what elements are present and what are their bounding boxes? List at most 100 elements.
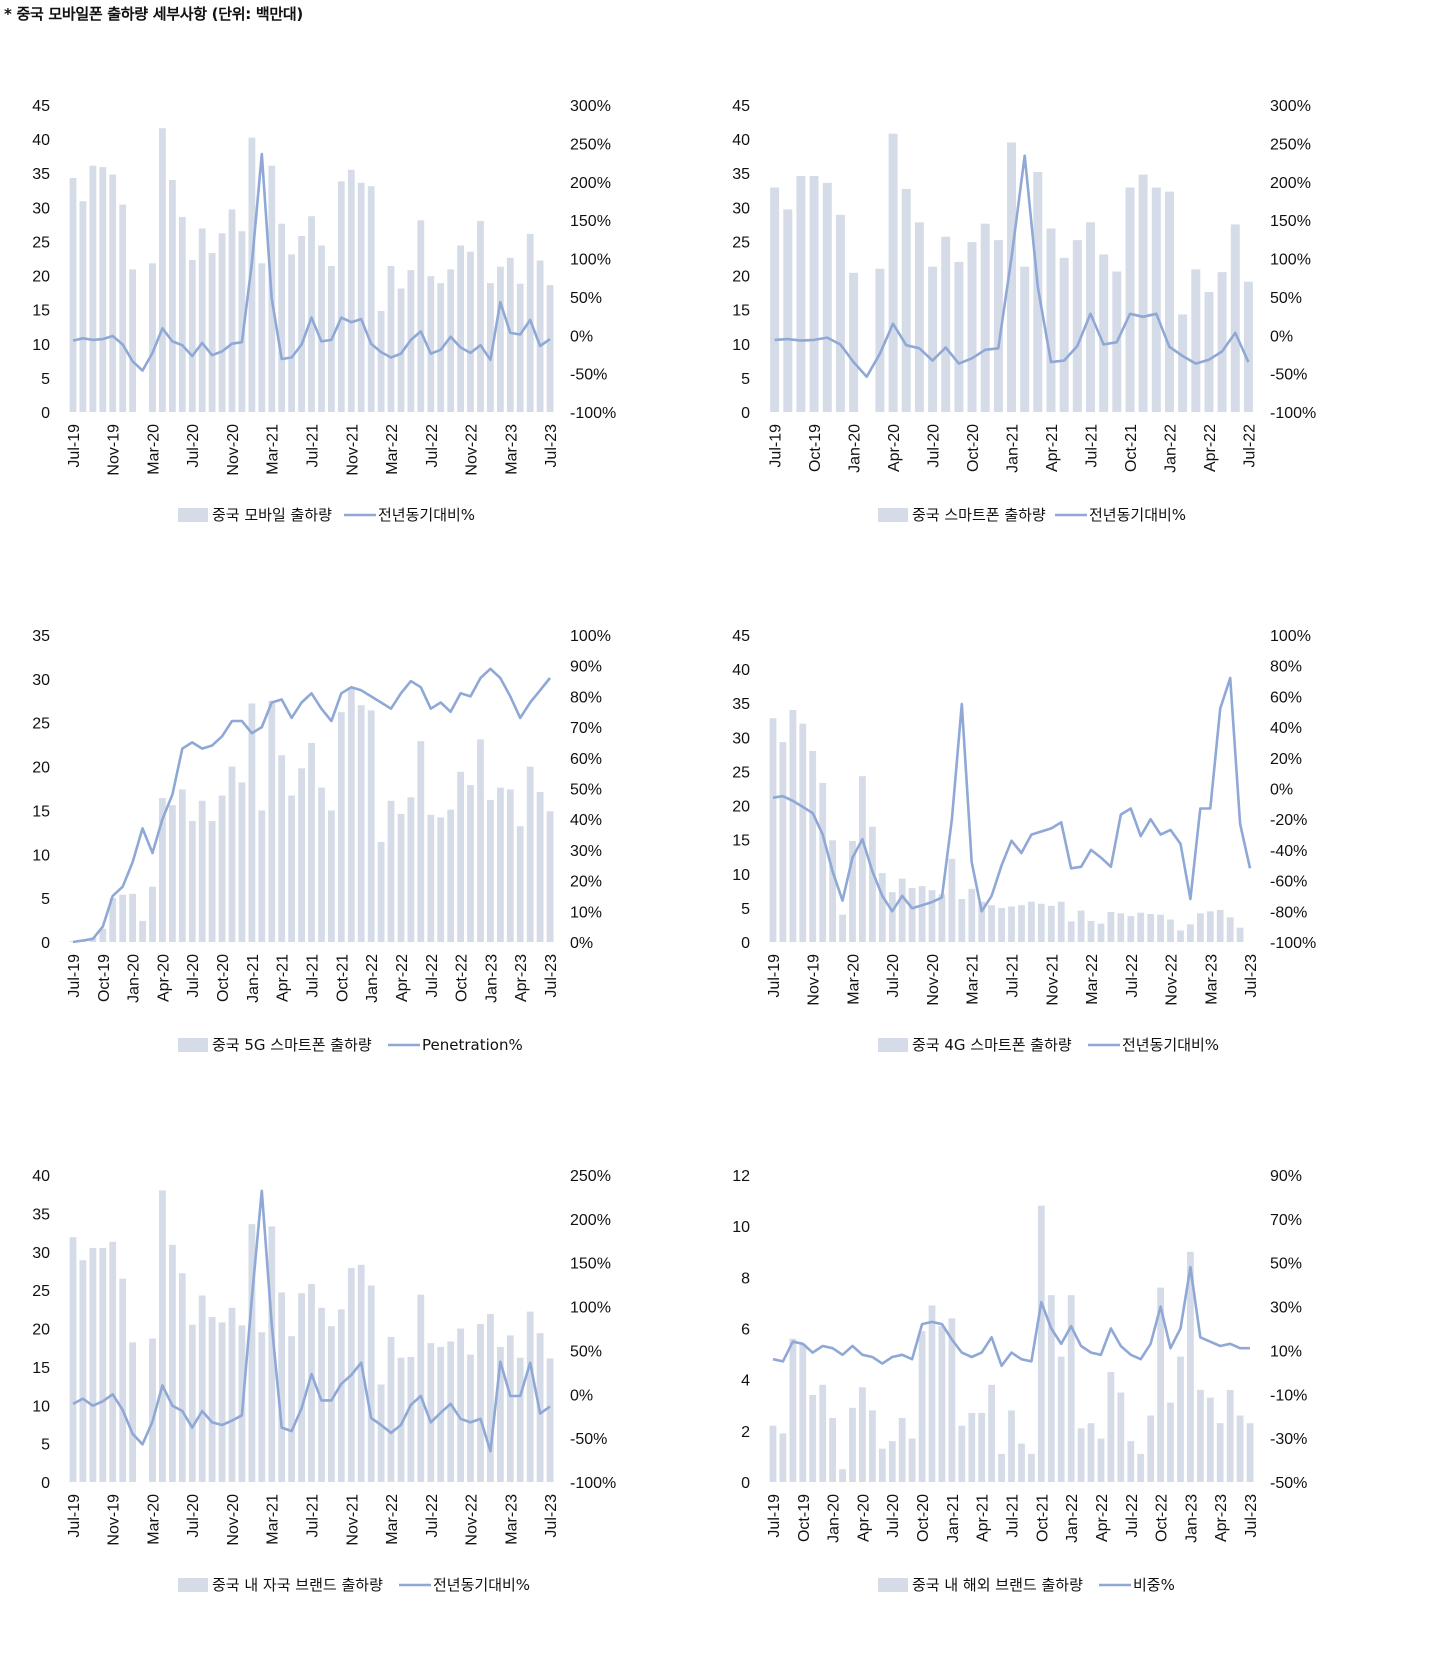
right-axis-ticks: -100% -80% -60% -40% -20% 0% 20% 40% 60% 80% 100%: [1270, 628, 1316, 952]
bar: [248, 703, 256, 942]
x-axis-tick-label: Oct-21: [1123, 424, 1140, 472]
legend: 중국 내 자국 브랜드 출하량 전년동기대비%: [178, 1576, 530, 1594]
x-axis-tick-label: Jul-22: [424, 1494, 441, 1538]
bar: [357, 705, 365, 942]
left-axis-tick-label: 10: [732, 337, 750, 354]
bar: [1077, 910, 1085, 942]
left-axis-tick-label: 45: [732, 98, 750, 115]
chart-svg: 0 5 10 15 20 25 30 35 0% 10% 20% 30% 40% 50% 60% 70% 80%…: [32, 628, 611, 1054]
x-axis-tick-label: Jul-20: [885, 954, 902, 998]
line-series: [72, 1189, 551, 1453]
x-axis-tick-label: Nov-22: [464, 1494, 481, 1546]
bar: [1067, 1295, 1075, 1482]
right-axis-tick-label: 200%: [1270, 175, 1311, 192]
x-axis-tick-label: Oct-22: [1154, 1494, 1171, 1542]
legend-bar-swatch: [878, 508, 908, 522]
bar: [258, 810, 266, 942]
left-axis-tick-label: 0: [41, 405, 50, 422]
left-axis-tick-label: 25: [732, 234, 750, 251]
legend: 중국 5G 스마트폰 출하량 Penetration%: [178, 1036, 523, 1054]
bar: [536, 792, 544, 942]
x-axis-tick-label: Nov-22: [464, 424, 481, 476]
bar: [447, 1341, 455, 1482]
right-axis-tick-label: 0%: [1270, 328, 1293, 345]
bar: [447, 269, 455, 412]
left-axis-ticks: 0 5 10 15 20 25 30 35 40 45: [32, 98, 50, 422]
bar: [859, 1387, 866, 1482]
bar: [397, 288, 405, 412]
bar: [993, 240, 1003, 412]
bar: [835, 214, 845, 412]
bar: [1243, 281, 1253, 412]
bar: [839, 914, 846, 942]
bar: [1206, 911, 1214, 942]
bar: [298, 1293, 305, 1482]
left-axis-tick-label: 25: [32, 234, 50, 251]
x-axis-tick-label: Mar-23: [1203, 954, 1220, 1005]
line-series: [72, 152, 551, 372]
legend: 중국 모바일 출하량 전년동기대비%: [178, 506, 475, 524]
bar: [769, 718, 777, 942]
bar: [1226, 1389, 1234, 1482]
bar: [159, 128, 166, 412]
bar: [109, 1241, 117, 1482]
bar: [1087, 920, 1095, 942]
bar: [998, 1453, 1005, 1482]
bar: [516, 826, 524, 942]
right-axis-ticks: -50% -30% -10% 10% 30% 50% 70% 90%: [1270, 1168, 1307, 1492]
x-axis-tick-label: Oct-20: [215, 954, 232, 1002]
right-axis-tick-label: 100%: [1270, 252, 1311, 269]
x-axis-tick-label: Jan-22: [1162, 424, 1179, 473]
line-series: [774, 154, 1250, 378]
bar: [407, 797, 415, 942]
right-axis-tick-label: 50%: [570, 1343, 602, 1360]
left-axis-tick-label: 20: [32, 269, 50, 286]
bar: [1236, 1415, 1244, 1482]
bar: [1191, 269, 1201, 412]
bar: [1125, 187, 1135, 412]
bar: [809, 176, 819, 412]
bar: [288, 254, 295, 412]
bar: [268, 700, 276, 942]
x-axis-tick-label: Jul-23: [543, 1494, 560, 1538]
page-title: * 중국 모바일폰 출하량 세부사항 (단위: 백만대): [4, 5, 303, 23]
bar: [839, 1469, 846, 1482]
legend-bar-swatch: [178, 508, 208, 522]
right-axis-tick-label: 150%: [570, 1256, 611, 1273]
bar: [918, 1331, 926, 1482]
x-axis-tick-label: Jul-21: [305, 424, 322, 468]
left-axis-tick-label: 5: [41, 891, 50, 908]
bar: [1147, 914, 1155, 942]
bar: [178, 789, 186, 942]
bar: [298, 236, 305, 412]
bar: [1187, 1251, 1194, 1483]
bar: [809, 751, 817, 942]
x-axis-tick-label: Jul-19: [768, 424, 785, 468]
bar: [1047, 1295, 1055, 1482]
x-axis-tick-label: Apr-23: [1213, 1494, 1230, 1542]
bar: [437, 283, 445, 412]
bar: [208, 1317, 216, 1482]
x-axis-tick-label: Oct-22: [454, 954, 471, 1002]
bar: [387, 800, 395, 942]
x-axis-tick-label: Nov-20: [225, 424, 242, 476]
bar: [149, 263, 156, 412]
bar: [79, 201, 87, 412]
bar: [367, 1285, 375, 1482]
chart-svg: 0 5 10 15 20 25 30 35 40 -100% -50% 0% 50% 100% 150% 20…: [32, 1168, 616, 1594]
bar: [318, 1307, 325, 1482]
left-axis-tick-label: 35: [32, 1206, 50, 1223]
left-axis-tick-label: 30: [732, 730, 750, 747]
x-axis-ticks: Jul-19 Oct-19 Jan-20 Apr-20 Jul-20 Oct-20 Jan-…: [66, 954, 560, 1003]
x-axis-tick-label: Apr-21: [1044, 424, 1061, 472]
bar: [119, 204, 127, 412]
x-axis-tick-label: Nov-20: [225, 1494, 242, 1546]
left-axis-tick-label: 20: [732, 799, 750, 816]
bar: [318, 787, 325, 942]
left-axis-tick-label: 6: [741, 1322, 750, 1339]
bar: [417, 741, 425, 942]
bar: [506, 257, 514, 412]
x-axis-tick-label: Apr-20: [155, 954, 172, 1002]
left-axis-tick-label: 25: [732, 764, 750, 781]
right-axis-tick-label: 200%: [570, 1212, 611, 1229]
